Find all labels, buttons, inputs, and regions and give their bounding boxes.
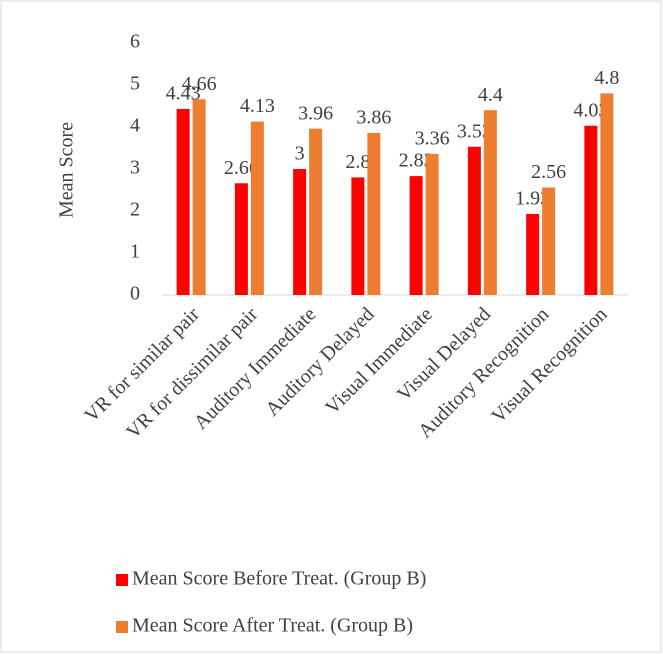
y-tick-label: 4 [130,115,140,137]
value-label: 4.43 [166,83,201,105]
bar [409,176,423,295]
bar [584,125,598,296]
legend-label: Mean Score After Treat. (Group B) [132,615,413,637]
bar [483,110,497,295]
value-label: 4.4 [478,84,503,106]
value-label: 2.66 [224,157,259,179]
bar [293,169,307,295]
y-axis-title: Mean Score [56,122,78,218]
value-label: 4.03 [573,99,608,121]
bar [192,99,206,295]
value-label: 2.56 [531,161,566,183]
y-tick-label: 2 [130,199,140,221]
y-tick-label: 6 [130,31,140,53]
value-label: 3.96 [298,102,333,124]
value-label: 4.8 [594,67,619,89]
value-label: 2.83 [399,150,434,172]
legend-marker [116,621,128,633]
y-tick-label: 5 [130,73,140,95]
bar [250,121,264,295]
value-label: 3.86 [356,106,391,128]
y-tick-label: 3 [130,157,140,179]
bar [176,108,190,295]
bar [467,146,481,295]
bar [425,153,439,295]
bar [600,93,614,296]
legend-label: Mean Score Before Treat. (Group B) [132,568,426,590]
bar [309,128,323,295]
value-label: 4.13 [240,95,275,117]
value-label: 3 [295,143,305,165]
value-label: 3.36 [415,127,450,149]
value-label: 3.53 [457,120,492,142]
bar [526,213,540,295]
bar [351,177,365,295]
value-label: 4.66 [182,73,217,95]
bar [234,183,248,295]
bar [542,187,556,295]
bar [367,132,381,295]
y-tick-label: 1 [130,241,140,263]
value-label: 2.8 [345,151,370,173]
y-tick-label: 0 [130,283,140,305]
legend-marker [116,574,128,586]
value-label: 1.93 [515,188,550,210]
